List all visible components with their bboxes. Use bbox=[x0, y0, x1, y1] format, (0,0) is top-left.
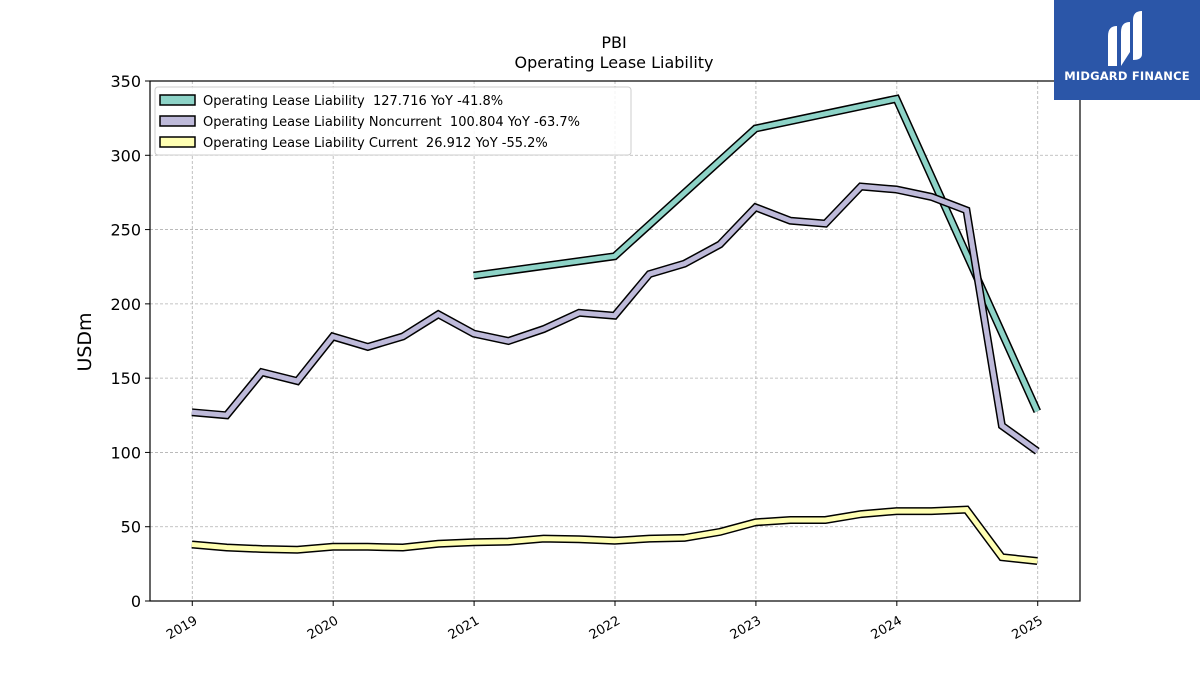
series-line-3 bbox=[191, 507, 1038, 564]
legend-label-3: Operating Lease Liability Current 26.912… bbox=[203, 136, 548, 151]
grid bbox=[150, 80, 1080, 602]
chart-title: PBI bbox=[601, 33, 626, 52]
x-tick-label: 2019 bbox=[164, 613, 200, 643]
brand-logo: MIDGARD FINANCE bbox=[1054, 0, 1200, 100]
axes: 0 50 100 150 200 250 300 350 2019 2020 2021 2022 202… bbox=[110, 72, 1045, 643]
x-tick-label: 2023 bbox=[728, 613, 764, 643]
y-axis-label: USDm bbox=[74, 312, 96, 371]
y-tick-label: 250 bbox=[110, 221, 141, 240]
legend-swatch-3 bbox=[159, 136, 196, 148]
series-group bbox=[191, 94, 1041, 565]
y-tick-label: 150 bbox=[110, 369, 141, 388]
legend-label-1: Operating Lease Liability 127.716 YoY -4… bbox=[203, 94, 503, 109]
chart-subtitle: Operating Lease Liability bbox=[514, 53, 713, 72]
y-tick-label: 300 bbox=[110, 146, 141, 165]
legend-label-2: Operating Lease Liability Noncurrent 100… bbox=[203, 115, 580, 130]
y-tick-label: 200 bbox=[110, 295, 141, 314]
series-line-2 bbox=[191, 183, 1039, 454]
y-tick-label: 0 bbox=[131, 592, 141, 611]
x-tick-label: 2021 bbox=[446, 613, 482, 643]
y-tick-label: 50 bbox=[121, 518, 141, 537]
x-tick-label: 2024 bbox=[869, 613, 905, 643]
legend-swatch-2 bbox=[159, 115, 196, 127]
x-tick-label: 2025 bbox=[1010, 613, 1046, 643]
y-tick-label: 350 bbox=[110, 72, 141, 91]
legend-box bbox=[154, 86, 632, 156]
y-tick-label: 100 bbox=[110, 443, 141, 462]
midgard-logo-icon bbox=[1108, 11, 1142, 66]
legend: Operating Lease Liability 127.716 YoY -4… bbox=[154, 86, 632, 156]
brand-name: MIDGARD FINANCE bbox=[1064, 69, 1190, 83]
x-tick-label: 2022 bbox=[587, 613, 623, 643]
x-tick-label: 2020 bbox=[305, 613, 341, 643]
legend-swatch-1 bbox=[159, 94, 196, 106]
